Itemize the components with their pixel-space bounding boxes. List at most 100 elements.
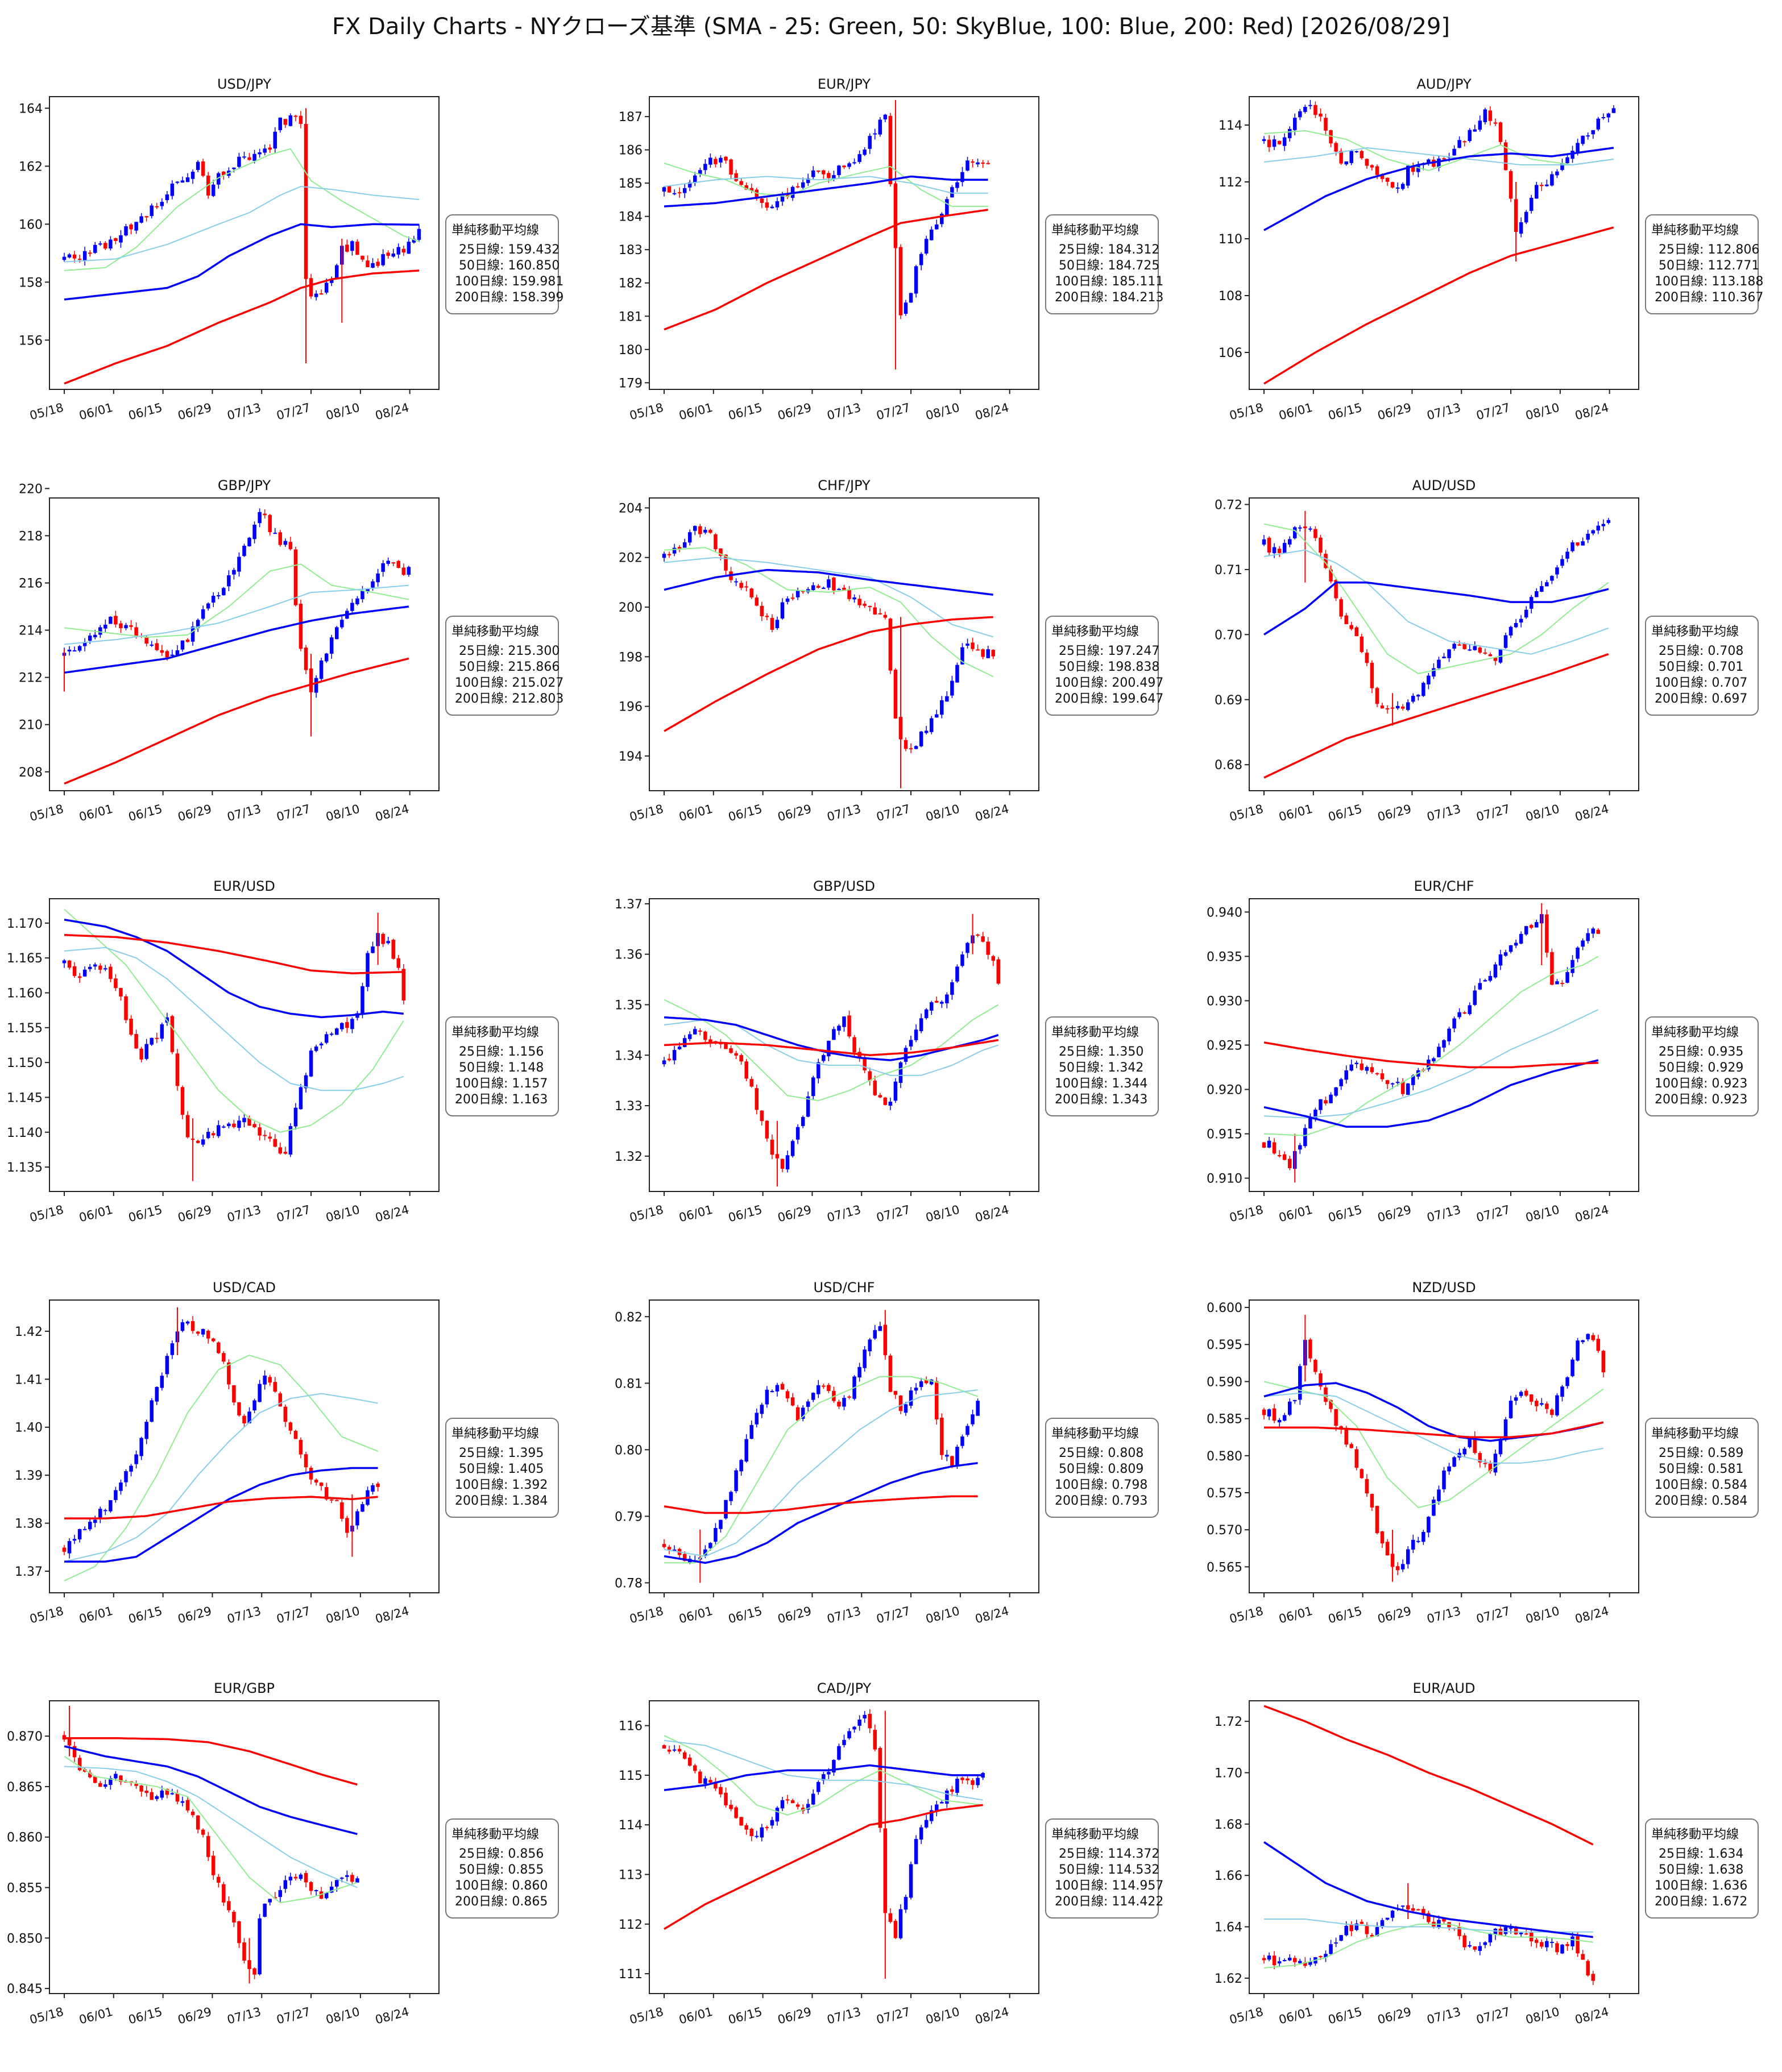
candle-body <box>1293 1400 1297 1401</box>
candle-body <box>150 1400 154 1422</box>
x-tick-label: 07/27 <box>1475 2005 1512 2027</box>
candle-body <box>227 1362 231 1385</box>
y-tick-label: 1.41 <box>15 1373 43 1387</box>
candle-body <box>103 1784 107 1787</box>
candle-body <box>134 1034 138 1049</box>
x-tick-label: 06/29 <box>1376 401 1413 423</box>
candle-body <box>1319 1373 1323 1387</box>
sma100-line <box>64 223 420 301</box>
candle-body <box>371 263 375 268</box>
candle-body <box>1416 695 1420 697</box>
sma-legend-title: 単純移動平均線 <box>1051 1828 1139 1842</box>
candle-body <box>811 1793 815 1805</box>
candle-body <box>165 194 169 201</box>
candle-body <box>314 1890 318 1891</box>
candle-body <box>817 586 820 588</box>
candle-body <box>119 623 123 629</box>
candle-body <box>790 1141 795 1156</box>
chart-eur-gbp: EUR/GBP 0.845 0.850 0.855 0.860 0.865 0.870 05/… <box>7 1680 559 2027</box>
y-tick-label: 106 <box>1219 346 1242 360</box>
x-tick-label: 07/27 <box>875 2005 912 2027</box>
candle-body <box>1411 166 1415 172</box>
candle-body <box>1540 185 1544 186</box>
y-tick-label: 0.855 <box>7 1882 43 1896</box>
candle-body <box>863 1350 867 1368</box>
candle-body <box>1545 184 1549 186</box>
candle-body <box>837 588 841 590</box>
candle-body <box>309 1882 313 1891</box>
y-tick-label: 0.585 <box>1207 1413 1242 1427</box>
y-tick-label: 0.930 <box>1207 994 1242 1008</box>
candle-body <box>1390 1911 1395 1918</box>
sma-legend-value: 25日線: 0.856 <box>455 1847 544 1861</box>
y-tick-label: 185 <box>619 177 643 191</box>
candle-body <box>1606 113 1611 118</box>
candle-body <box>1524 1390 1528 1396</box>
candle-body <box>1560 1944 1564 1954</box>
candle-body <box>1303 106 1307 112</box>
candle-body <box>878 1747 882 1828</box>
sma-legend-box <box>1045 1016 1159 1116</box>
y-tick-label: 210 <box>19 719 43 733</box>
sma-legend-value: 100日線: 1.636 <box>1655 1879 1747 1893</box>
candle-body <box>376 261 380 266</box>
candle-body <box>293 1876 298 1879</box>
y-tick-label: 1.62 <box>1215 1972 1242 1986</box>
candle-body <box>1498 1929 1503 1936</box>
candle-body <box>1400 184 1405 189</box>
candle-body <box>811 1077 815 1097</box>
candle-body <box>775 1385 780 1392</box>
candle-body <box>1560 163 1564 171</box>
x-tick-label: 07/13 <box>1425 802 1462 824</box>
chart-title: NZD/USD <box>1412 1280 1476 1295</box>
candle-body <box>1524 609 1528 618</box>
candle-body <box>1400 707 1405 709</box>
candle-body <box>817 1062 820 1079</box>
sma200-line <box>64 657 409 785</box>
candle-body <box>1540 1942 1544 1947</box>
candle-body <box>1462 643 1466 649</box>
candle-body <box>1375 166 1379 175</box>
candle-body <box>770 1391 774 1393</box>
candle-body <box>888 1101 893 1106</box>
candle-body <box>770 1820 774 1826</box>
candle-body <box>1349 151 1353 163</box>
candle-body <box>822 587 826 589</box>
candle-body <box>1406 1083 1410 1095</box>
candle-body <box>1360 151 1364 159</box>
candle-body <box>93 1519 97 1523</box>
candle-body <box>1519 1392 1523 1396</box>
candle-body <box>996 959 1001 984</box>
y-tick-label: 1.145 <box>7 1091 43 1105</box>
sma200-line <box>664 1804 983 1930</box>
candle-body <box>314 1480 318 1483</box>
sma100-line <box>64 605 409 674</box>
candle-body <box>1298 1366 1302 1400</box>
candle-body <box>868 606 872 608</box>
chart-title: EUR/CHF <box>1414 878 1474 894</box>
candle-body <box>677 1047 682 1049</box>
x-tick-label: 06/15 <box>727 1604 764 1626</box>
candle-body <box>1272 1408 1277 1421</box>
candle-body <box>1416 1909 1420 1911</box>
candle-body <box>749 188 753 191</box>
sma25-line <box>64 148 420 271</box>
candle-body <box>350 1875 354 1882</box>
chart-eur-aud: EUR/AUD 1.62 1.64 1.66 1.68 1.70 1.72 05/18 06/0… <box>1215 1680 1759 2027</box>
candle-body <box>1267 538 1271 553</box>
candle-body <box>252 1124 256 1128</box>
candle-body <box>1545 582 1549 587</box>
y-tick-label: 156 <box>19 334 43 348</box>
candle-body <box>93 244 97 253</box>
x-tick-label: 08/24 <box>973 401 1010 423</box>
candle-body <box>129 625 133 627</box>
chart-eur-chf: EUR/CHF 0.910 0.915 0.920 0.925 0.930 0.935 0.9… <box>1207 878 1759 1224</box>
x-tick-label: 06/01 <box>1277 401 1314 423</box>
candle-body <box>345 1022 349 1028</box>
candle-body <box>114 1490 118 1500</box>
sma100-line <box>1263 1841 1593 1938</box>
candle-body <box>222 1884 226 1903</box>
candle-body <box>278 1890 283 1897</box>
candle-body <box>698 170 702 175</box>
candle-body <box>268 1899 272 1903</box>
